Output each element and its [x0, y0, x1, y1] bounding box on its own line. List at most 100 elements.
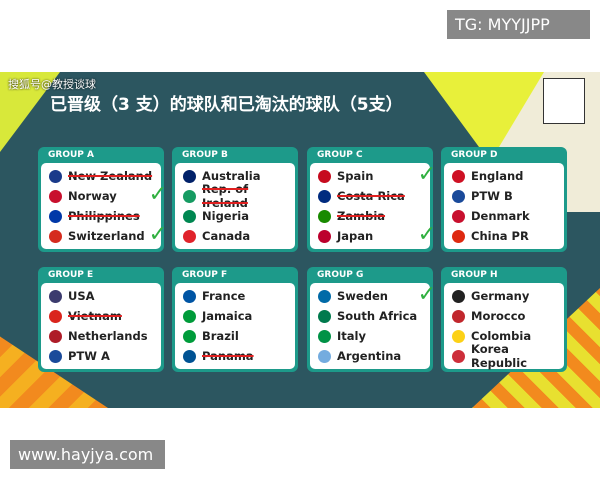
team-name: Denmark [471, 209, 530, 223]
flag-icon [452, 189, 465, 203]
team-name: Rep. of Ireland [202, 182, 249, 210]
group-name: GROUP E [48, 270, 94, 280]
flag-icon [452, 289, 465, 303]
team-row: Panama [183, 346, 295, 366]
flag-icon [49, 169, 62, 183]
team-name: New Zealand [68, 169, 153, 183]
team-name: PTW B [471, 189, 513, 203]
team-row: Morocco [452, 306, 564, 326]
group-name: GROUP H [451, 270, 498, 280]
team-name: Italy [337, 329, 366, 343]
flag-icon [318, 169, 331, 183]
group-name: GROUP F [182, 270, 228, 280]
team-row: Vietnam [49, 306, 161, 326]
team-name: Canada [202, 229, 251, 243]
flag-icon [318, 349, 331, 363]
group-card: GROUP F France Jamaica Brazil Panama [172, 267, 298, 372]
group-card: GROUP D England PTW B Denmark China PR [441, 147, 567, 252]
group-card: GROUP A New Zealand Norway ✓ Philippines Swit… [38, 147, 167, 252]
check-icon: ✓ [417, 162, 436, 187]
team-name: China PR [471, 229, 529, 243]
flag-icon [318, 309, 331, 323]
flag-icon [49, 209, 62, 223]
flag-icon [183, 289, 196, 303]
flag-icon [49, 289, 62, 303]
team-name: Spain [337, 169, 374, 183]
flag-icon [183, 209, 196, 223]
flag-icon [452, 349, 465, 363]
poster: 搜狐号@教授谈球 已晋级（3 支）的球队和已淘汰的球队（5支） GROUP A N… [0, 72, 600, 408]
group-card: GROUP B Australia Rep. of Ireland Nigeria Ca… [172, 147, 298, 252]
team-row: Canada [183, 226, 295, 246]
team-row: Germany [452, 286, 564, 306]
team-row: Costa Rica [318, 186, 430, 206]
flag-icon [318, 289, 331, 303]
flag-icon [452, 329, 465, 343]
group-name: GROUP G [317, 270, 364, 280]
group-name: GROUP C [317, 150, 363, 160]
team-row: Philippines [49, 206, 161, 226]
flag-icon [49, 229, 62, 243]
group-card: GROUP H Germany Morocco Colombia Korea Repub… [441, 267, 567, 372]
flag-icon [183, 349, 196, 363]
check-icon: ✓ [417, 282, 436, 307]
team-name: Zambia [337, 209, 386, 223]
flag-icon [183, 169, 196, 183]
site-watermark: www.hayjya.com [10, 440, 165, 469]
team-row: France [183, 286, 295, 306]
group-name: GROUP B [182, 150, 228, 160]
team-name: PTW A [68, 349, 110, 363]
check-icon: ✓ [148, 222, 167, 247]
team-row: Brazil [183, 326, 295, 346]
group-card: GROUP C Spain ✓ Costa Rica Zambia Japan ✓ [307, 147, 436, 252]
team-name: Morocco [471, 309, 526, 323]
team-name: Australia [202, 169, 261, 183]
group-card: GROUP G Sweden ✓ South Africa Italy Argentina [307, 267, 436, 372]
flag-icon [49, 189, 62, 203]
flag-icon [452, 169, 465, 183]
team-name: Philippines [68, 209, 140, 223]
flag-icon [49, 309, 62, 323]
team-row: England [452, 166, 564, 186]
team-name: Costa Rica [337, 189, 405, 203]
flag-icon [452, 209, 465, 223]
team-name: South Africa [337, 309, 418, 323]
broadcaster-logo [543, 78, 585, 124]
check-icon: ✓ [148, 182, 167, 207]
team-name: USA [68, 289, 95, 303]
team-row: Netherlands [49, 326, 161, 346]
flag-icon [452, 309, 465, 323]
flag-icon [318, 329, 331, 343]
group-card: GROUP E USA Vietnam Netherlands PTW A [38, 267, 164, 372]
team-name: Germany [471, 289, 530, 303]
group-name: GROUP D [451, 150, 498, 160]
flag-icon [183, 329, 196, 343]
team-row: Japan ✓ [318, 222, 436, 247]
team-row: Rep. of Ireland [183, 182, 295, 210]
team-name: Argentina [337, 349, 402, 363]
team-row: PTW A [49, 346, 161, 366]
tg-watermark: TG: MYYJJPP [447, 10, 590, 39]
flag-icon [452, 229, 465, 243]
flag-icon [318, 189, 331, 203]
flag-icon [183, 229, 196, 243]
team-row: PTW B [452, 186, 564, 206]
flag-icon [49, 329, 62, 343]
flag-icon [183, 309, 196, 323]
team-row: Italy [318, 326, 430, 346]
team-row: Zambia [318, 206, 430, 226]
source-watermark: 搜狐号@教授谈球 [8, 78, 96, 91]
flag-icon [49, 349, 62, 363]
team-name: Brazil [202, 329, 239, 343]
team-row: Switzerland ✓ [49, 222, 167, 247]
team-row: China PR [452, 226, 564, 246]
check-icon: ✓ [417, 222, 436, 247]
team-row: Nigeria [183, 206, 295, 226]
team-name: Colombia [471, 329, 532, 343]
team-row: Denmark [452, 206, 564, 226]
flag-icon [318, 229, 331, 243]
team-name: England [471, 169, 524, 183]
poster-title: 已晋级（3 支）的球队和已淘汰的球队（5支） [50, 95, 403, 115]
flag-icon [183, 189, 196, 203]
team-row: Korea Republic [452, 342, 564, 370]
